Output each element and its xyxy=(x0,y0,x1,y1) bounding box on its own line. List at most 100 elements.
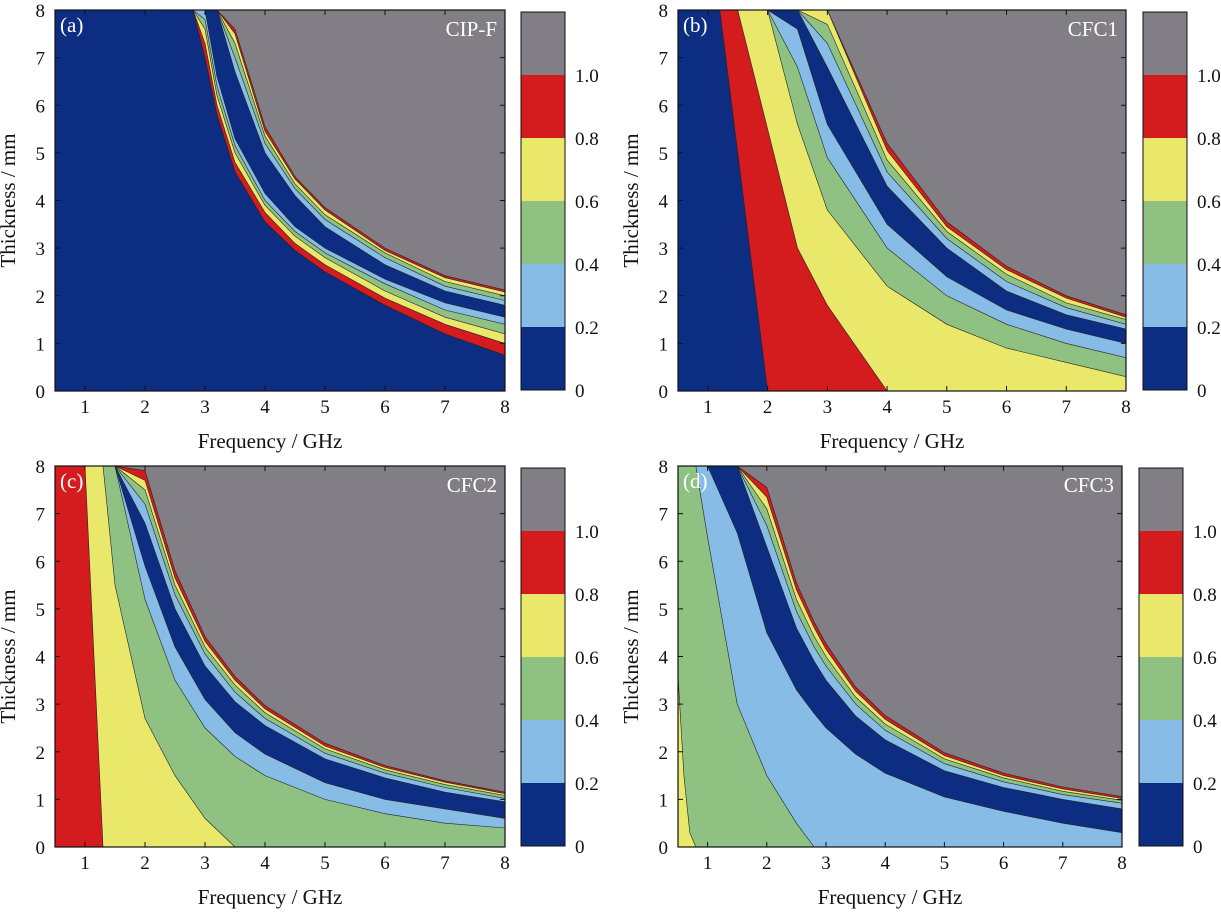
colorbar-tick-label: 0.8 xyxy=(1193,585,1217,606)
y-tick-label: 0 xyxy=(659,382,669,403)
x-tick-label: 4 xyxy=(880,853,890,874)
colorbar-tick-label: 1.0 xyxy=(575,66,599,87)
x-tick-label: 4 xyxy=(260,397,270,418)
colorbar-segment xyxy=(1139,657,1183,720)
colorbar-segment xyxy=(521,12,565,75)
x-axis-title: Frequency / GHz xyxy=(198,429,343,453)
colorbar-tick-label: 0.2 xyxy=(575,774,599,795)
x-tick-label: 3 xyxy=(821,853,831,874)
panel-label: (c) xyxy=(60,469,83,493)
y-tick-label: 7 xyxy=(36,49,46,70)
colorbar-tick-label: 0.6 xyxy=(1197,192,1221,213)
x-tick-label: 6 xyxy=(999,853,1009,874)
colorbar-tick-label: 1.0 xyxy=(1193,522,1217,543)
colorbar-segment xyxy=(1143,264,1187,327)
contour-region-upper-0-6 xyxy=(55,466,505,847)
colorbar-tick-label: 0.4 xyxy=(1197,255,1221,276)
colorbar-segment xyxy=(521,138,565,201)
x-tick-label: 4 xyxy=(260,853,270,874)
x-tick-label: 1 xyxy=(703,397,713,418)
colorbar-tick-label: 0.4 xyxy=(1193,711,1217,732)
plot-area xyxy=(678,10,1126,391)
sample-label: CFC3 xyxy=(1064,473,1114,497)
y-tick-label: 8 xyxy=(36,1,46,22)
y-tick-label: 8 xyxy=(659,457,669,478)
y-axis-title: Thickness / mm xyxy=(619,589,643,723)
colorbar-segment xyxy=(521,531,565,594)
colorbar-segment xyxy=(1143,327,1187,390)
x-tick-label: 2 xyxy=(140,853,150,874)
colorbar-segment xyxy=(521,75,565,138)
colorbar-tick-label: 0.6 xyxy=(575,192,599,213)
y-tick-label: 3 xyxy=(36,239,46,260)
y-tick-label: 6 xyxy=(36,552,46,573)
colorbar-tick-label: 0.6 xyxy=(575,648,599,669)
colorbar-tick-label: 0.8 xyxy=(575,585,599,606)
panel-label: (a) xyxy=(60,13,83,37)
chart-panel-3: 1 2 3 4 5 6 7 8 0 1 2 3 4 5 6 7 8 Frequency / GHz Thicknes… xyxy=(0,457,599,909)
x-tick-label: 6 xyxy=(1002,397,1012,418)
y-tick-label: 7 xyxy=(659,505,669,526)
colorbar-segment xyxy=(1139,468,1183,531)
colorbar-tick-label: 0.2 xyxy=(575,318,599,339)
contour-region-upper-0-4 xyxy=(707,10,1126,359)
colorbar-segment xyxy=(521,783,565,846)
colorbar-frame xyxy=(520,11,566,391)
colorbar-segment xyxy=(521,327,565,390)
colorbar-segment xyxy=(521,594,565,657)
x-tick-label: 6 xyxy=(380,397,390,418)
y-tick-label: 8 xyxy=(36,457,46,478)
colorbar-segment xyxy=(521,468,565,531)
y-tick-label: 2 xyxy=(36,743,46,764)
x-axis-title: Frequency / GHz xyxy=(818,885,963,909)
colorbar-segment xyxy=(1143,201,1187,264)
sample-label: CFC1 xyxy=(1068,17,1118,41)
x-tick-label: 2 xyxy=(763,397,773,418)
colorbar-segment xyxy=(521,657,565,720)
contour-region-upper-0-2 xyxy=(55,466,505,819)
y-tick-label: 2 xyxy=(659,287,669,308)
x-tick-label: 1 xyxy=(80,853,90,874)
y-tick-label: 4 xyxy=(659,192,669,213)
y-tick-label: 6 xyxy=(36,96,46,117)
colorbar-tick-label: 1.0 xyxy=(1197,66,1221,87)
colorbar-tick-label: 0.4 xyxy=(575,711,599,732)
x-tick-label: 3 xyxy=(200,853,210,874)
y-tick-label: 5 xyxy=(659,600,669,621)
colorbar-tick-label: 1.0 xyxy=(575,522,599,543)
x-tick-label: 3 xyxy=(200,397,210,418)
colorbar-tick-label: 0.2 xyxy=(1193,774,1217,795)
chart-panel-2: 1 2 3 4 5 6 7 8 0 1 2 3 4 5 6 7 8 Frequency / GHz Thicknes… xyxy=(619,1,1221,453)
y-tick-label: 4 xyxy=(36,192,46,213)
x-tick-label: 8 xyxy=(500,853,510,874)
chart-panel-4: 1 2 3 4 5 6 7 8 0 1 2 3 4 5 6 7 8 Frequency / GHz Thicknes… xyxy=(619,457,1217,909)
colorbar-segment xyxy=(521,264,565,327)
colorbar-segment xyxy=(1139,720,1183,783)
x-tick-label: 6 xyxy=(380,853,390,874)
y-tick-label: 0 xyxy=(659,838,669,859)
y-tick-label: 7 xyxy=(36,505,46,526)
y-tick-label: 5 xyxy=(36,600,46,621)
x-tick-label: 7 xyxy=(440,853,450,874)
x-tick-label: 8 xyxy=(1121,397,1131,418)
colorbar-tick-label: 0.6 xyxy=(1193,648,1217,669)
plot-area xyxy=(678,466,1122,847)
x-tick-label: 7 xyxy=(1058,853,1068,874)
y-tick-label: 1 xyxy=(659,790,669,811)
x-tick-label: 3 xyxy=(823,397,833,418)
y-axis-title: Thickness / mm xyxy=(0,133,20,267)
y-tick-label: 3 xyxy=(659,239,669,260)
y-tick-label: 4 xyxy=(36,648,46,669)
y-tick-label: 1 xyxy=(659,334,669,355)
y-tick-label: 5 xyxy=(659,144,669,165)
y-tick-label: 6 xyxy=(659,96,669,117)
plot-area xyxy=(55,466,505,847)
contour-region-upper-0-2 xyxy=(678,466,1122,834)
contour-region-upper-0-2 xyxy=(707,10,1126,344)
colorbar-frame xyxy=(1142,11,1188,391)
x-tick-label: 1 xyxy=(80,397,90,418)
colorbar-tick-label: 0 xyxy=(1197,381,1207,402)
x-tick-label: 4 xyxy=(882,397,892,418)
contour-region-upper-1-0 xyxy=(192,10,505,356)
y-tick-label: 8 xyxy=(659,1,669,22)
